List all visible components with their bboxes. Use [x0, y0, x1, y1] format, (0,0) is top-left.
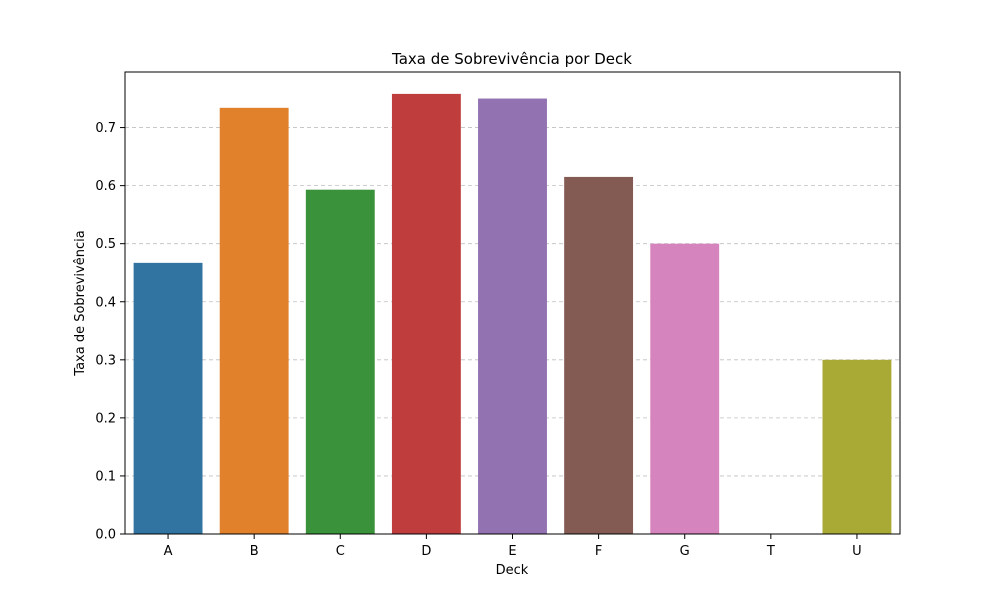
chart-title: Taxa de Sobrevivência por Deck	[391, 50, 632, 68]
y-tick-label: 0.2	[95, 411, 116, 426]
bar-g	[650, 243, 720, 534]
x-tick-label: T	[766, 544, 775, 559]
bar-e	[478, 98, 547, 535]
x-tick-label: B	[250, 544, 259, 559]
x-tick-label: U	[852, 544, 862, 559]
bar-u	[822, 359, 892, 534]
bar-b	[219, 107, 289, 534]
x-tick-label: D	[421, 544, 431, 559]
bar-a	[133, 262, 203, 534]
x-tick-label: E	[508, 544, 516, 559]
bar-f	[564, 176, 634, 534]
y-tick-label: 0.0	[95, 528, 116, 543]
x-tick-label: A	[164, 544, 173, 559]
y-tick-label: 0.1	[95, 469, 116, 484]
y-tick-label: 0.7	[95, 121, 116, 136]
bar-c	[305, 189, 375, 535]
x-tick-label: C	[336, 544, 345, 559]
y-tick-label: 0.6	[95, 179, 116, 194]
y-tick-label: 0.5	[95, 237, 116, 252]
x-axis-label: Deck	[496, 563, 529, 578]
bar-d	[391, 93, 461, 534]
x-tick-label: G	[680, 544, 690, 559]
bars	[133, 93, 892, 535]
y-axis-ticks: 0.0 0.1 0.2 0.3 0.4 0.5 0.6 0.7	[95, 121, 125, 543]
y-tick-label: 0.3	[95, 353, 116, 368]
y-tick-label: 0.4	[95, 295, 116, 310]
x-tick-label: F	[595, 544, 602, 559]
y-axis-label: Taxa de Sobrevivência	[73, 230, 88, 376]
